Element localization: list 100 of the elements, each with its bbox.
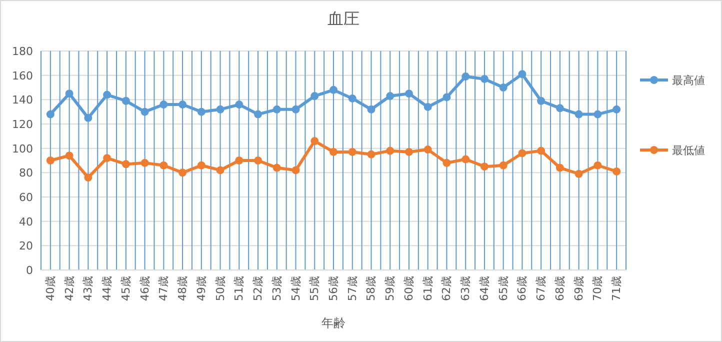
point <box>348 94 356 102</box>
point <box>594 110 602 118</box>
point <box>386 146 394 155</box>
x-tick-label: 43歳 <box>82 276 95 301</box>
x-tick-label: 61歳 <box>421 276 434 301</box>
point <box>272 164 281 172</box>
point <box>292 166 300 174</box>
x-tick-label: 48歳 <box>176 276 190 301</box>
x-tick-label: 45歳 <box>119 276 132 301</box>
x-tick-label: 40歳 <box>44 276 57 301</box>
point <box>84 114 92 122</box>
point <box>404 90 413 98</box>
x-tick-label: 51歳 <box>232 276 246 301</box>
x-tick-label: 70歳 <box>591 276 604 301</box>
point <box>122 160 130 168</box>
point <box>254 156 262 164</box>
x-tick-label: 52歳 <box>252 276 265 301</box>
point <box>235 156 244 164</box>
x-tick-label: 55歳 <box>308 276 322 301</box>
point <box>442 93 451 102</box>
point <box>103 90 112 99</box>
point <box>65 90 74 98</box>
y-tick-label: 60 <box>19 191 33 204</box>
y-tick-label: 20 <box>19 240 33 253</box>
point <box>424 146 432 154</box>
point <box>537 96 546 105</box>
point <box>122 96 130 105</box>
point <box>235 100 244 109</box>
x-tick-label: 56歳 <box>327 276 340 301</box>
y-tick-label: 120 <box>12 118 33 131</box>
point <box>197 161 206 170</box>
point <box>499 84 508 92</box>
point <box>612 105 621 114</box>
legend-label: 最低値 <box>672 144 705 157</box>
x-tick-label: 59歳 <box>384 276 397 301</box>
y-tick-label: 180 <box>12 45 33 58</box>
point <box>178 100 187 109</box>
x-tick-label: 60歳 <box>402 276 416 301</box>
point <box>160 100 168 109</box>
point <box>310 92 319 100</box>
point <box>518 149 526 158</box>
x-tick-label: 44歳 <box>100 276 114 301</box>
point <box>140 108 149 116</box>
point <box>462 72 470 81</box>
point <box>574 110 583 118</box>
point <box>160 161 168 170</box>
x-tick-label: 50歳 <box>214 276 227 301</box>
point <box>216 105 224 114</box>
point <box>197 108 206 116</box>
x-tick-label: 66歳 <box>516 276 529 301</box>
point <box>46 110 54 118</box>
y-tick-label: 160 <box>12 69 33 82</box>
point <box>462 155 470 164</box>
point <box>499 161 508 170</box>
y-tick-label: 140 <box>12 94 33 107</box>
x-axis-title: 年齢 <box>322 316 346 330</box>
point <box>594 161 602 170</box>
point <box>348 148 356 156</box>
point <box>140 158 149 167</box>
point <box>556 164 564 172</box>
chart-title: 血圧 <box>328 9 360 28</box>
point <box>46 156 54 164</box>
y-tick-label: 100 <box>12 142 33 156</box>
x-tick-label: 64歳 <box>478 276 491 301</box>
point <box>103 154 112 162</box>
x-tick-label: 58歳 <box>364 276 378 301</box>
x-tick-label: 69歳 <box>572 276 586 301</box>
y-tick-label: 40 <box>19 215 33 228</box>
point <box>480 162 488 171</box>
x-tick-label: 63歳 <box>459 276 472 301</box>
legend-label: 最高値 <box>672 74 705 87</box>
point <box>556 104 564 112</box>
point <box>480 74 488 83</box>
point <box>574 170 583 178</box>
point <box>330 148 338 156</box>
x-tick-label: 71歳 <box>610 276 624 301</box>
x-tick-label: 54歳 <box>289 276 302 301</box>
point <box>330 86 338 94</box>
x-tick-label: 67歳 <box>534 276 548 301</box>
x-tick-label: 68歳 <box>553 276 566 301</box>
point <box>612 167 621 176</box>
point <box>386 92 394 100</box>
x-tick-label: 49歳 <box>194 276 208 301</box>
x-tick-label: 65歳 <box>496 276 510 301</box>
point <box>310 137 319 146</box>
point <box>442 158 451 167</box>
point <box>518 70 526 78</box>
point <box>254 110 262 118</box>
point <box>292 105 300 114</box>
point <box>367 105 376 114</box>
point <box>84 174 92 182</box>
x-tick-label: 46歳 <box>138 276 152 301</box>
point <box>65 152 74 160</box>
point <box>424 102 432 111</box>
y-tick-label: 80 <box>19 166 33 180</box>
x-tick-label: 62歳 <box>440 276 454 301</box>
x-tick-label: 42歳 <box>62 276 76 301</box>
point <box>367 150 376 158</box>
y-tick-label: 0 <box>26 264 33 277</box>
point <box>178 168 187 177</box>
